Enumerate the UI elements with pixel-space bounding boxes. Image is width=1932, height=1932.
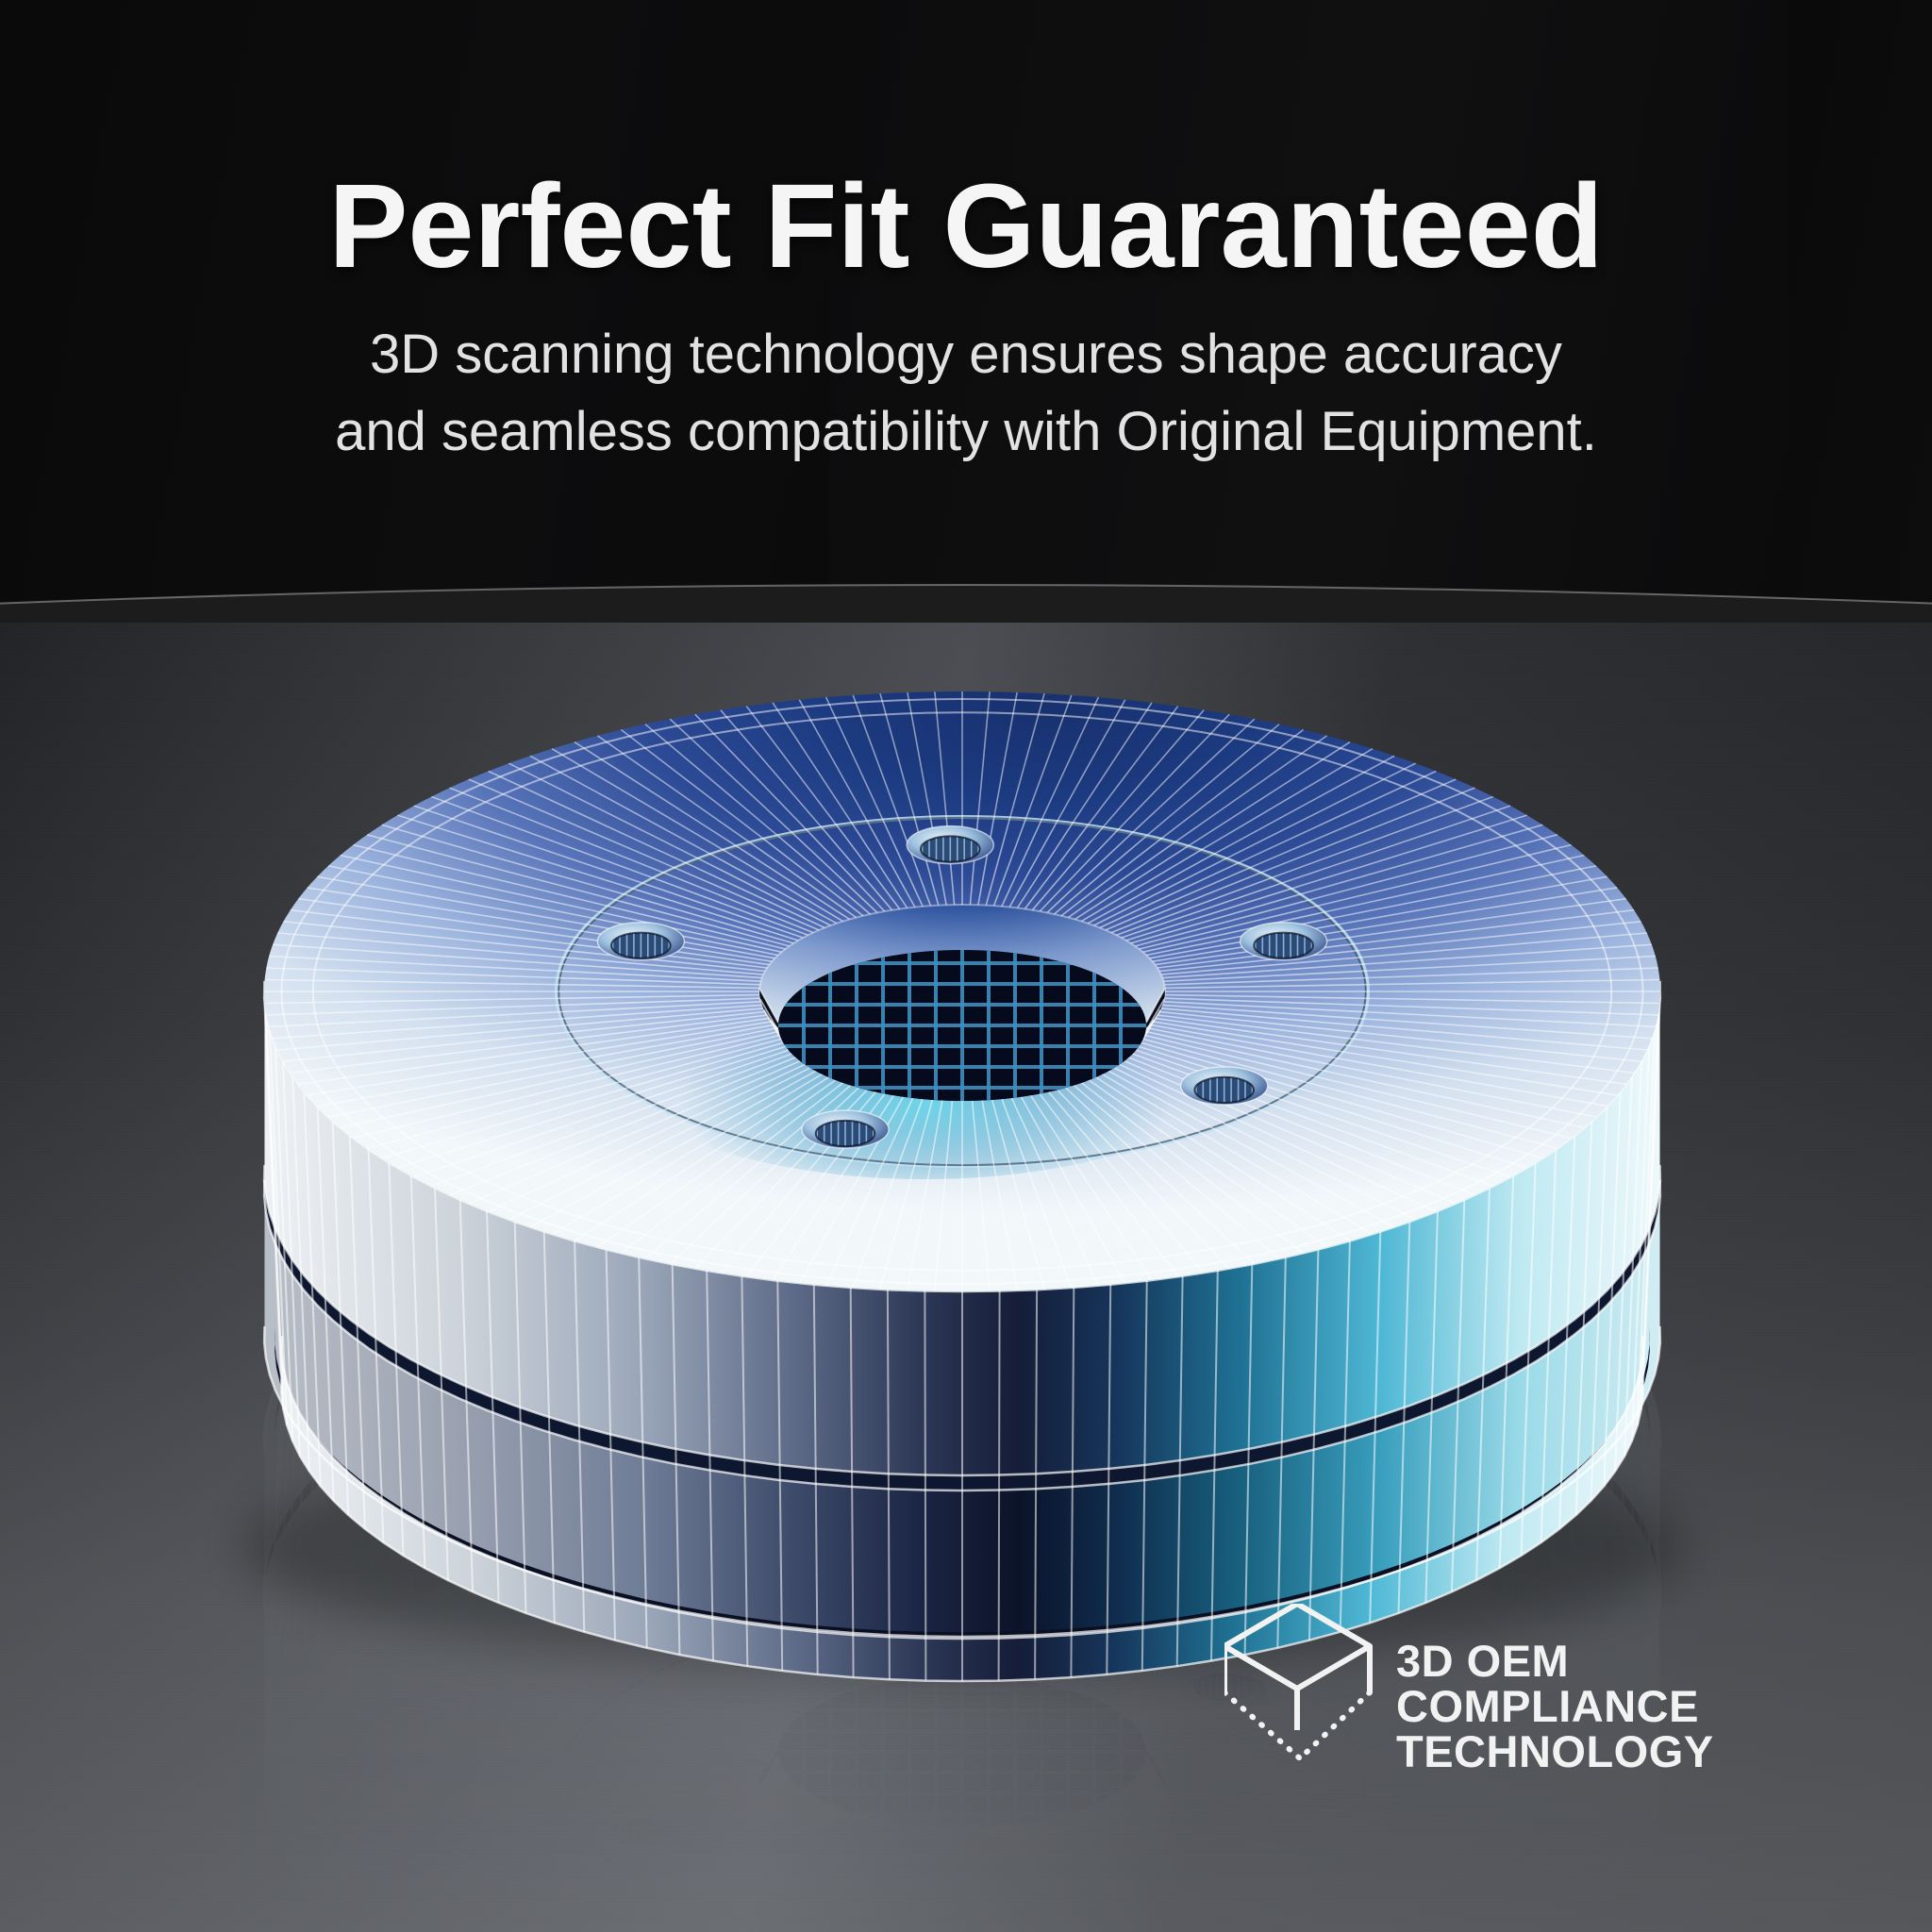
svg-text:COMPLIANCE: COMPLIANCE: [1396, 1681, 1699, 1731]
svg-text:TECHNOLOGY: TECHNOLOGY: [1396, 1726, 1714, 1776]
svg-text:3D OEM: 3D OEM: [1396, 1636, 1569, 1686]
